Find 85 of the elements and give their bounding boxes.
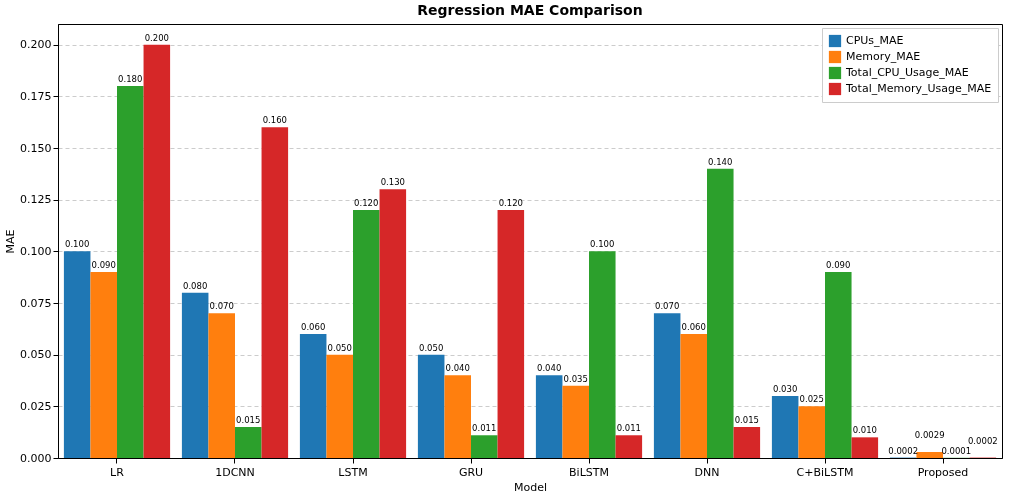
- bar: [117, 86, 144, 458]
- data-label: 0.100: [65, 239, 90, 250]
- bar: [733, 427, 761, 458]
- x-tick-label: DNN: [694, 465, 720, 479]
- x-axis-title: Model: [513, 480, 548, 494]
- bar: [825, 272, 852, 458]
- x-tick-label: 1DCNN: [215, 465, 255, 479]
- data-label: 0.015: [734, 415, 759, 425]
- bar: [851, 437, 879, 458]
- data-label: 0.060: [301, 322, 326, 332]
- y-tick-label: 0.050: [20, 348, 52, 362]
- data-label: 0.0001: [941, 445, 972, 456]
- bar: [90, 272, 117, 458]
- y-axis-title: MAE: [4, 229, 18, 254]
- bar: [771, 396, 799, 458]
- data-label: 0.090: [91, 260, 116, 270]
- bar: [916, 452, 943, 458]
- bar: [353, 210, 380, 458]
- data-label: 0.050: [327, 342, 352, 353]
- data-label: 0.010: [852, 425, 877, 436]
- data-label: 0.011: [616, 423, 641, 434]
- bar: [63, 251, 91, 458]
- x-tick-label: LR: [110, 465, 125, 479]
- bar: [181, 292, 209, 458]
- bar: [326, 354, 353, 458]
- bar: [208, 313, 235, 458]
- y-tick-label: 0.125: [20, 193, 52, 207]
- data-label: 0.050: [419, 342, 444, 353]
- bar: [615, 435, 643, 458]
- bar: [497, 210, 525, 458]
- bar: [235, 427, 262, 458]
- data-label: 0.070: [655, 301, 680, 312]
- data-label: 0.200: [144, 32, 169, 43]
- bar: [589, 251, 616, 458]
- bar: [562, 385, 589, 458]
- data-label: 0.0029: [914, 430, 945, 441]
- bar: [143, 44, 171, 458]
- data-label: 0.011: [472, 423, 497, 434]
- x-tick-label: Proposed: [917, 465, 969, 479]
- bar: [379, 189, 407, 458]
- data-label: 0.130: [380, 177, 405, 188]
- data-label: 0.120: [354, 198, 379, 208]
- y-tick-label: 0.100: [20, 244, 52, 258]
- data-label: 0.180: [118, 74, 143, 84]
- chart-title: Regression MAE Comparison: [417, 2, 643, 18]
- data-label: 0.0002: [967, 435, 998, 446]
- data-label: 0.070: [209, 301, 234, 312]
- legend-label: CPUs_MAE: [846, 34, 904, 47]
- data-label: 0.120: [498, 198, 523, 208]
- data-label: 0.040: [445, 363, 470, 374]
- x-tick-label: GRU: [458, 465, 484, 479]
- data-label: 0.015: [236, 415, 261, 425]
- x-tick-label: LSTM: [338, 465, 368, 479]
- bar: [299, 334, 327, 458]
- data-label: 0.040: [537, 363, 562, 374]
- y-tick-label: 0.150: [20, 141, 52, 155]
- data-label: 0.160: [262, 115, 287, 126]
- bar: [444, 375, 471, 458]
- legend-label: Total_Memory_Usage_MAE: [845, 82, 992, 95]
- bar: [798, 406, 825, 458]
- data-label: 0.140: [708, 156, 733, 167]
- y-tick-label: 0.200: [20, 38, 52, 52]
- x-tick-label: BiLSTM: [569, 465, 609, 479]
- bar: [417, 354, 445, 458]
- bar: [471, 435, 498, 458]
- y-tick-label: 0.025: [20, 399, 52, 413]
- bar: [707, 168, 734, 458]
- bar: [535, 375, 563, 458]
- data-label: 0.035: [563, 373, 588, 384]
- bar: [680, 334, 707, 458]
- y-tick-label: 0.175: [20, 89, 52, 103]
- data-label: 0.090: [826, 260, 851, 270]
- data-label: 0.060: [681, 322, 706, 332]
- x-tick-label: C+BiLSTM: [796, 465, 854, 479]
- y-tick-label: 0.075: [20, 296, 52, 310]
- data-label: 0.0002: [888, 445, 919, 456]
- data-label: 0.030: [773, 384, 798, 394]
- y-tick-label: 0.000: [20, 451, 52, 465]
- data-label: 0.100: [590, 239, 615, 250]
- bar: [261, 127, 289, 458]
- bar: [653, 313, 681, 458]
- legend-label: Total_CPU_Usage_MAE: [845, 66, 969, 79]
- legend-label: Memory_MAE: [846, 50, 921, 63]
- data-label: 0.080: [183, 280, 208, 291]
- data-label: 0.025: [799, 394, 824, 405]
